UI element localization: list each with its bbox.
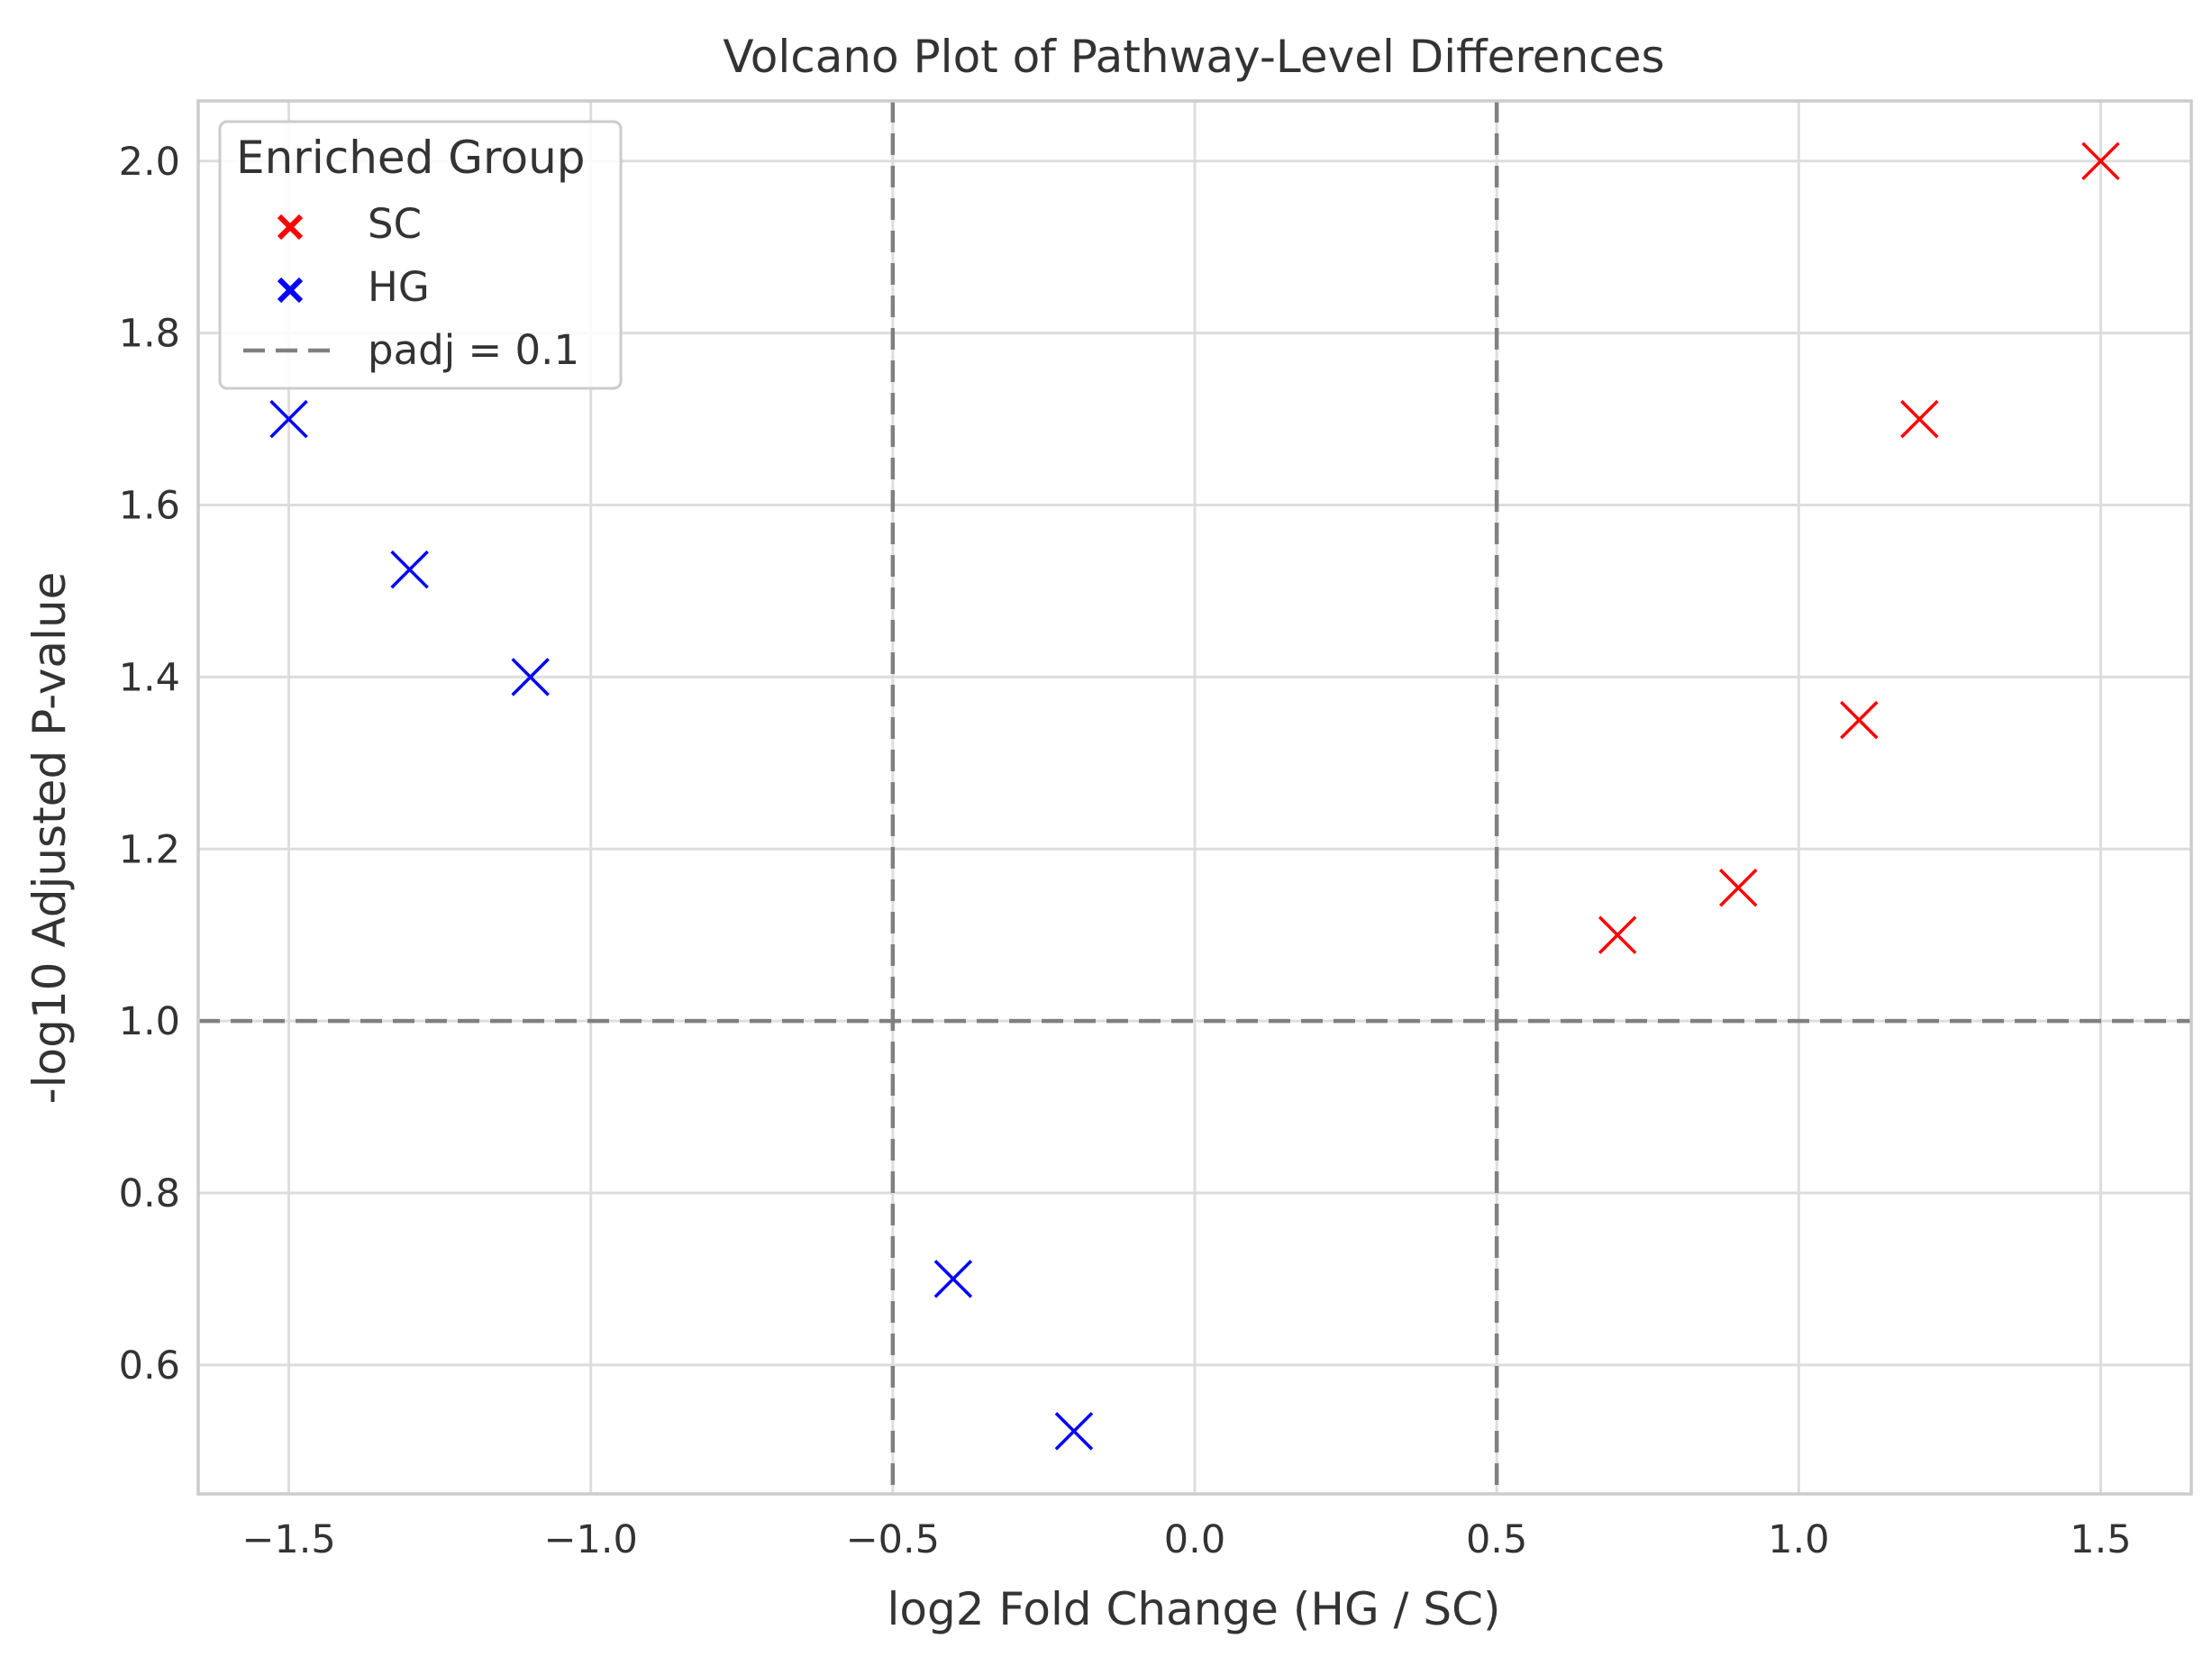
legend-marker-sc [277, 214, 304, 241]
x-ticks: −1.5 −1.0 −0.5 0.0 0.5 1.0 1.5 [241, 1517, 2131, 1562]
data-point-sc [1840, 700, 1879, 740]
legend-label-sc: SC [368, 200, 422, 248]
legend-label-padj: padj = 0.1 [368, 326, 579, 374]
y-tick-label: 1.0 [119, 999, 180, 1044]
x-tick-label: 0.5 [1466, 1517, 1527, 1562]
data-point-hg [390, 550, 429, 589]
legend-marker-hg [277, 277, 304, 304]
data-point-hg [269, 399, 308, 439]
data-point-sc [1719, 868, 1758, 907]
y-tick-label: 2.0 [119, 140, 180, 185]
legend-entry-padj: padj = 0.1 [243, 326, 579, 374]
data-point-hg [933, 1260, 973, 1298]
x-axis-label: log2 Fold Change (HG / SC) [888, 1583, 1501, 1635]
data-point-sc [1598, 915, 1637, 954]
chart-title: Volcano Plot of Pathway-Level Difference… [723, 31, 1664, 83]
data-point-sc [2081, 141, 2120, 181]
legend-entry-sc: SC [277, 200, 422, 248]
x-tick-label: −1.0 [543, 1517, 637, 1562]
legend-x-icon-hg [277, 277, 304, 304]
x-tick-label: 1.5 [2070, 1517, 2131, 1562]
y-tick-label: 1.8 [119, 312, 180, 357]
y-tick-label: 1.4 [119, 655, 180, 700]
y-ticks: 0.6 0.8 1.0 1.2 1.4 1.6 1.8 2.0 [119, 140, 180, 1388]
legend: Enriched Group SC HG padj = 0.1 [218, 120, 623, 390]
legend-title: Enriched Group [236, 132, 586, 184]
plot-frame [196, 99, 2193, 1496]
legend-label-hg: HG [368, 263, 430, 311]
legend-x-icon-sc [277, 214, 304, 241]
y-tick-label: 0.6 [119, 1343, 180, 1388]
y-tick-label: 0.8 [119, 1171, 180, 1216]
x-tick-label: 1.0 [1768, 1517, 1829, 1562]
legend-entry-hg: HG [277, 263, 430, 311]
data-point-sc [1900, 399, 1939, 439]
y-tick-label: 1.6 [119, 484, 180, 529]
x-tick-label: 0.0 [1164, 1517, 1225, 1562]
data-point-hg [511, 658, 550, 696]
data-point-hg [1054, 1412, 1094, 1451]
data-points [269, 141, 2120, 1451]
y-axis-label: -log10 Adjusted P-value [23, 572, 76, 1105]
y-tick-label: 1.2 [119, 827, 180, 872]
x-tick-label: −1.5 [241, 1517, 335, 1562]
threshold-lines [198, 101, 2191, 1494]
x-tick-label: −0.5 [846, 1517, 940, 1562]
legend-box [218, 120, 623, 390]
